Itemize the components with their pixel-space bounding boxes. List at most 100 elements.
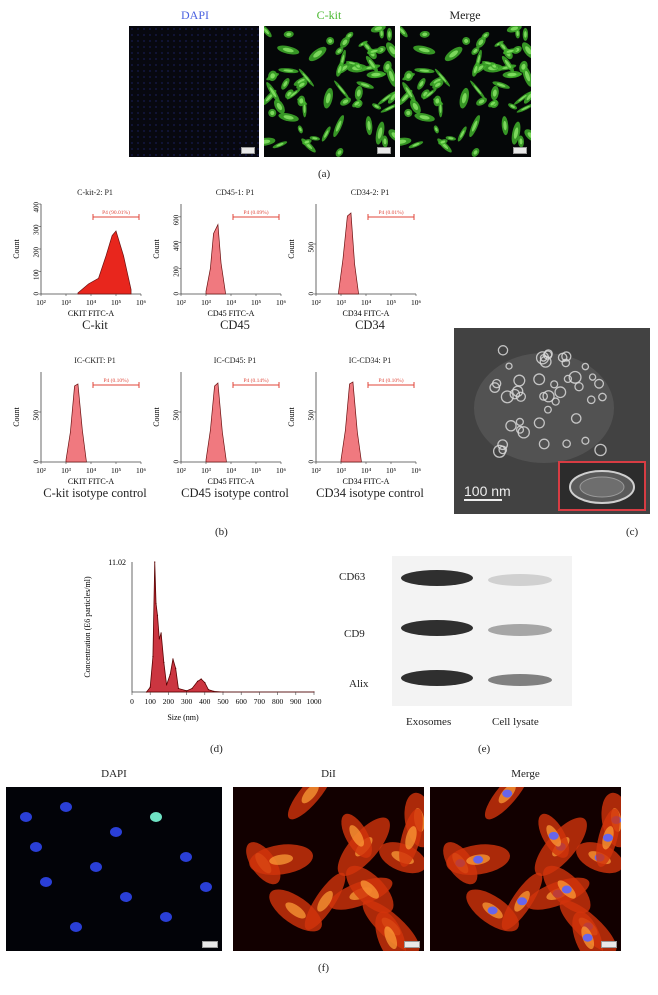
x-tick-label: 900	[290, 697, 302, 706]
cell-mark	[283, 115, 294, 120]
vesicle-mark	[498, 445, 508, 455]
vesicle-mark	[515, 425, 525, 434]
x-tick-label: 300	[181, 697, 193, 706]
nucleus-mark	[180, 852, 192, 862]
x-tick-label: 10³	[61, 298, 72, 307]
vesicle-mark	[513, 374, 526, 387]
tem-scale-text: 100 nm	[464, 483, 511, 499]
cell-mark	[521, 105, 531, 111]
y-max-label: 11.02	[108, 558, 126, 567]
scale-bar	[202, 941, 218, 948]
cell-mark	[299, 98, 304, 104]
vesicle-mark	[542, 350, 553, 360]
histogram-area	[77, 230, 132, 295]
x-tick-label: 10⁶	[136, 298, 147, 307]
vesicle-mark	[539, 391, 549, 401]
cell-mark	[390, 93, 395, 101]
band-exosomes	[401, 620, 473, 636]
vesicle-mark	[505, 420, 517, 432]
scale-bar	[241, 147, 255, 154]
cell-mark	[349, 825, 364, 847]
histogram-area	[205, 223, 226, 295]
cell-mark	[269, 87, 277, 98]
cell-mark	[526, 93, 531, 101]
cell-mark	[270, 73, 275, 79]
x-tick-label: 10⁴	[361, 298, 372, 307]
cell-mark	[264, 28, 269, 35]
nucleus-mark	[517, 897, 528, 906]
gate-marker	[232, 382, 280, 388]
vesicle-mark	[563, 374, 573, 384]
panel-f-label: (f)	[318, 962, 329, 974]
cell-mark	[383, 138, 387, 145]
vesicle-mark	[570, 413, 582, 424]
panel-a-title-dapi: DAPI	[180, 8, 209, 22]
gate-label: P4 (90.01%)	[102, 209, 130, 216]
tem-inset	[558, 461, 646, 511]
vesicle-mark	[509, 388, 521, 400]
cell-mark	[521, 63, 526, 70]
cell-mark	[510, 26, 519, 31]
nucleus-mark	[487, 906, 498, 915]
cell-mark	[461, 93, 467, 104]
y-tick-label: 300	[33, 224, 41, 235]
nta-point	[158, 638, 160, 640]
flow-plot-1: C-kit-2: P1 P4 (90.01%) 0 100 200 300 400 10² 10…	[12, 188, 175, 338]
nta-point	[163, 661, 165, 664]
gate-label: P4 (0.10%)	[103, 377, 128, 384]
band-exosomes	[401, 670, 473, 686]
vesicle-mark	[543, 405, 552, 414]
cell-mark	[313, 50, 323, 58]
cell-mark	[439, 104, 442, 114]
nucleus-mark	[160, 912, 172, 922]
cell-mark	[342, 39, 348, 46]
cell-mark	[282, 47, 294, 53]
y-tick-label: 100	[33, 269, 41, 280]
cell-mark	[368, 59, 375, 68]
panel-f-title-merge: Merge	[511, 768, 540, 780]
cell-mark	[385, 105, 395, 111]
cell-mark	[377, 127, 383, 139]
panel-b-label: (b)	[215, 526, 228, 538]
flow-plot-3: CD34-2: P1 P4 (0.01%) 0 500 10² 10³ 10⁴ 10⁵ 10⁶ C…	[287, 188, 450, 338]
cell-mark	[478, 39, 484, 46]
nta-point	[175, 667, 177, 670]
y-axis-label: Count	[152, 238, 161, 258]
vesicle-mark	[538, 438, 550, 450]
cell-mark	[354, 101, 360, 106]
vesicle-mark	[594, 443, 607, 457]
panel-f-title-dii: DiI	[321, 768, 336, 780]
x-tick-label: 10⁶	[411, 298, 422, 307]
scale-bar	[377, 147, 391, 154]
x-axis-label: CD34 FITC-A	[343, 477, 390, 486]
gate-marker	[367, 214, 415, 220]
y-tick-label: 0	[308, 292, 316, 296]
cell-mark	[501, 44, 506, 50]
panel-f-dii-image	[233, 787, 424, 951]
gate-label: P4 (0.01%)	[378, 209, 403, 216]
y-axis-label: Count	[12, 238, 21, 258]
nta-point	[154, 561, 156, 563]
cell-mark	[380, 103, 395, 113]
nta-point	[196, 680, 199, 682]
cell-mark	[448, 137, 454, 140]
vesicle-mark	[561, 351, 572, 362]
panel-a-title-ckit: C-kit	[316, 8, 342, 22]
cell-mark	[389, 46, 395, 55]
cell-mark	[435, 127, 438, 132]
x-tick-label: 700	[254, 697, 266, 706]
x-tick-label: 10⁶	[411, 466, 422, 475]
cell-mark	[473, 65, 478, 74]
flow-histogram-svg: P4 (90.01%) 0 100 200 300 400 10² 10³ 10⁴ 10⁵ 10⁶ C…	[12, 202, 147, 319]
cell-mark	[283, 80, 288, 87]
vesicle-mark	[500, 390, 514, 404]
band-exosomes	[401, 570, 473, 586]
flow-histogram-svg: P4 (0.01%) 0 500 10² 10³ 10⁴ 10⁵ 10⁶ Count CD34 F…	[287, 204, 422, 318]
cell-mark	[337, 150, 342, 155]
cell-mark	[374, 26, 383, 31]
vesicle-mark	[586, 395, 596, 405]
histogram-area	[338, 212, 359, 295]
x-tick-label: 10²	[176, 298, 187, 307]
cell-mark	[290, 91, 298, 97]
x-tick-label: 10²	[36, 298, 47, 307]
